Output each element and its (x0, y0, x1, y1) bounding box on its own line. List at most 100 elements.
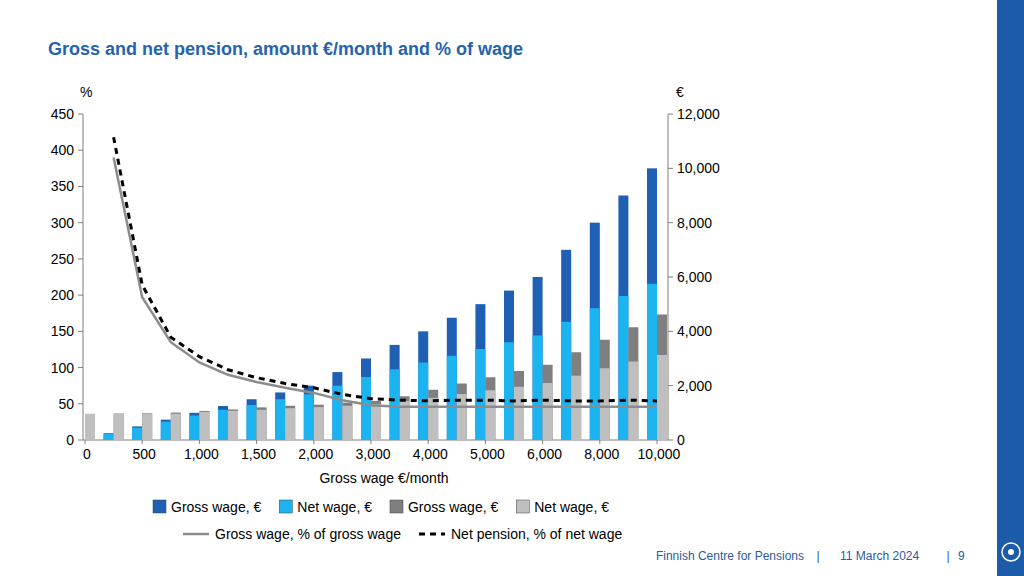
y2-tick-label: 12,000 (677, 106, 720, 122)
bar (543, 383, 553, 440)
x-tick-label: 8,000 (584, 446, 619, 462)
legend-line (183, 533, 209, 536)
legend-label: Gross wage, € (408, 499, 498, 515)
x-tick (371, 440, 372, 444)
bar (504, 342, 514, 440)
x-tick-label: 2,000 (298, 446, 333, 462)
y2-tick (668, 168, 673, 169)
line (114, 137, 657, 401)
y-tick (78, 150, 83, 151)
bar-series (104, 284, 657, 440)
y-axis-label: % (80, 84, 92, 100)
y-tick (78, 403, 83, 404)
y2-tick (668, 114, 673, 115)
x-tick (485, 440, 486, 444)
bar (247, 399, 257, 440)
y-axis-line (83, 114, 84, 440)
bar (142, 413, 152, 440)
y-tick (78, 331, 83, 332)
legend-label: Net wage, € (297, 499, 372, 515)
bar (485, 390, 495, 440)
footer-separator: | (816, 549, 819, 563)
y2-tick-label: 2,000 (677, 378, 712, 394)
logo-center (1008, 549, 1014, 555)
bar (428, 398, 438, 440)
bar (132, 426, 142, 440)
x-tick-label: 1,500 (241, 446, 276, 462)
x-tick-label: 500 (133, 446, 157, 462)
plot-area (85, 137, 667, 440)
bar (189, 416, 199, 440)
y-tick (78, 367, 83, 368)
bar (218, 406, 228, 440)
x-tick (599, 440, 600, 444)
y-tick-label: 300 (51, 215, 75, 231)
bar (371, 404, 381, 440)
bar (361, 377, 371, 440)
bar (85, 414, 95, 440)
x-tick-label: 0 (83, 446, 91, 462)
bar (561, 322, 571, 440)
x-tick (542, 440, 543, 444)
bar (314, 407, 324, 440)
bar (475, 349, 485, 440)
x-tick (85, 440, 86, 444)
bar (390, 369, 400, 440)
y-tick-label: 50 (58, 396, 74, 412)
bar (418, 331, 428, 440)
y2-tick-label: 4,000 (677, 323, 712, 339)
y-tick (78, 295, 83, 296)
bar (457, 383, 467, 440)
bar-series (85, 314, 667, 440)
y-tick (78, 258, 83, 259)
x-tick (657, 440, 658, 444)
footer-page: 9 (958, 549, 965, 563)
x-tick-label: 5,000 (470, 446, 505, 462)
bar (485, 377, 495, 440)
bar (533, 335, 543, 440)
legend-swatch (516, 500, 529, 513)
bar (161, 422, 171, 440)
bar (475, 304, 485, 440)
x-tick-label: 6,000 (527, 446, 562, 462)
bar (304, 394, 314, 440)
y2-tick-label: 10,000 (677, 160, 720, 176)
y-tick (78, 440, 83, 441)
bar (257, 410, 267, 440)
y2-tick-label: 8,000 (677, 215, 712, 231)
x-tick (142, 440, 143, 444)
bar (104, 433, 114, 440)
y2-tick (668, 331, 673, 332)
bar (561, 250, 571, 440)
bar (400, 396, 410, 440)
legend-label: Net pension, % of net wage (451, 526, 622, 542)
y-tick (78, 222, 83, 223)
y-tick-label: 150 (51, 323, 75, 339)
bar (543, 365, 553, 440)
bar (104, 434, 114, 440)
bar (647, 168, 657, 440)
bar (628, 327, 638, 440)
bar (657, 355, 667, 440)
y2-tick (668, 222, 673, 223)
y2-tick (668, 385, 673, 386)
bar (342, 403, 352, 440)
bar (618, 296, 628, 440)
legend: Gross wage, €Net wage, €Gross wage, €Net… (153, 499, 622, 542)
x-axis-title: Gross wage €/month (319, 470, 448, 486)
bar (332, 372, 342, 440)
y-tick-label: 200 (51, 287, 75, 303)
bar (590, 308, 600, 440)
bar (342, 406, 352, 440)
bar (228, 409, 238, 440)
x-tick-label: 4,000 (413, 446, 448, 462)
chart: Gross and net pension, amount €/month an… (0, 0, 1024, 576)
y-tick-label: 250 (51, 251, 75, 267)
footer-organization: Finnish Centre for Pensions (656, 549, 804, 563)
bar (161, 420, 171, 440)
bar (447, 318, 457, 440)
bar (199, 411, 209, 440)
y2-axis-label: € (676, 84, 684, 100)
bar (114, 414, 124, 440)
line (114, 157, 657, 406)
